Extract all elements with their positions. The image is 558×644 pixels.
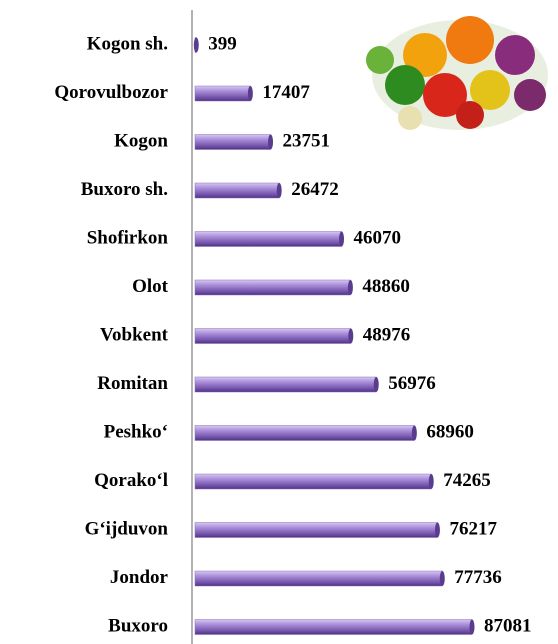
bar-cap [428,474,434,489]
bar [194,231,342,247]
bar [194,425,415,441]
bar-cap [339,231,345,247]
value-label: 76217 [449,518,497,539]
bar [194,134,271,150]
bar-cap [347,280,353,295]
vegetables-image [366,16,548,130]
bar-cap [247,86,253,101]
category-label: Vobkent [100,324,169,345]
bar [194,182,280,199]
category-label: Buxoro sh. [81,179,168,200]
value-label: 77736 [454,567,502,588]
value-label: 46070 [354,227,402,248]
bar-cap [439,571,445,586]
value-label: 26472 [291,179,339,200]
bar [194,570,443,587]
bar [194,328,352,344]
category-label: Buxoro [108,615,168,636]
bar [194,376,377,393]
category-label: Kogon sh. [87,33,168,54]
category-label: Qorako‘l [94,470,168,491]
bar-cap [268,134,274,150]
value-label: 48860 [362,276,410,297]
bar [194,619,473,635]
category-label: Kogon [114,130,168,151]
category-label: Shofirkon [87,227,169,248]
value-label: 17407 [262,82,310,103]
bar [194,473,432,490]
bar-cap [469,619,475,635]
value-label: 87081 [484,615,532,636]
category-label: Qorovulbozor [54,82,168,103]
value-label: 56976 [388,373,436,394]
value-label: 74265 [443,470,491,491]
bar [194,279,351,296]
value-label: 23751 [283,130,331,151]
bar-cap [276,183,282,198]
category-label: Romitan [97,373,168,394]
bar-cap [373,377,379,392]
bar-cap [193,37,199,53]
category-label: Jondor [110,567,169,588]
value-label: 68960 [426,421,474,442]
category-label: G‘ijduvon [85,518,169,539]
value-label: 48976 [363,324,411,345]
bar [194,522,438,538]
bar-cap [348,328,354,344]
bar [194,85,251,102]
bar-cap [411,425,417,441]
value-label: 399 [208,33,237,54]
category-label: Olot [132,276,169,297]
bar-cap [434,522,440,538]
category-label: Peshko‘ [104,421,168,442]
